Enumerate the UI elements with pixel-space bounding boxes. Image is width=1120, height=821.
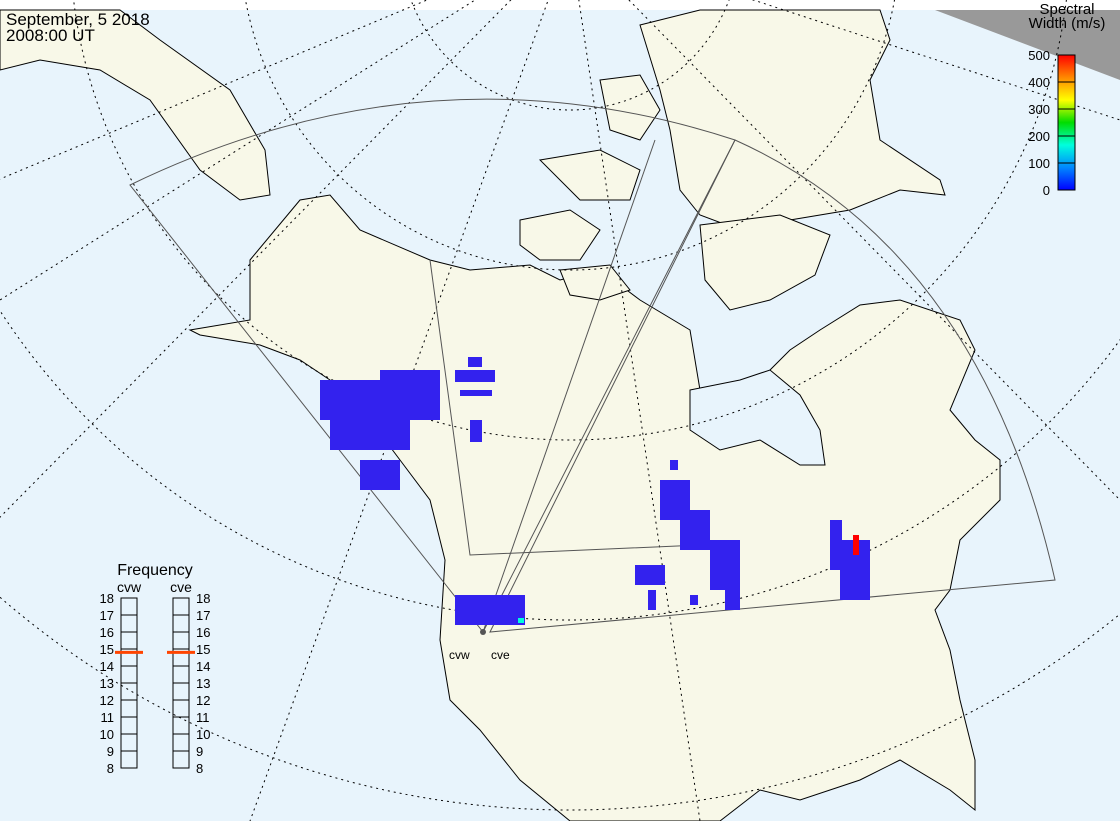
scatter-cell [670, 460, 678, 470]
meridian-line [0, 0, 476, 301]
frequency-tick-label: 10 [100, 727, 114, 742]
frequency-tick-label: 8 [196, 761, 203, 776]
frequency-tick-label: 14 [100, 659, 114, 674]
scatter-cell-high-width [853, 535, 859, 555]
scatter-cell [455, 370, 495, 382]
frequency-tick-label: 11 [196, 710, 210, 725]
scatter-cell [648, 590, 656, 610]
frequency-tick-label: 12 [100, 693, 114, 708]
frequency-tick-label: 12 [196, 693, 210, 708]
meridian-line [0, 0, 429, 180]
baffin-island [699, 214, 831, 311]
radar-label-cve: cve [491, 648, 510, 662]
cve-fov [489, 139, 1056, 633]
freq-radar-cvw: cvw [117, 579, 142, 595]
date-label: September, 5 2018 [6, 10, 150, 29]
cvw-fov [129, 98, 736, 633]
arctic-island-4 [559, 264, 631, 301]
radar-fields-of-view [129, 98, 1056, 633]
scatter-cell [380, 370, 440, 390]
meridian-line [0, 0, 512, 518]
colorbar-tick-label: 0 [1043, 183, 1050, 198]
radar-label-cvw: cvw [449, 648, 470, 662]
scatter-cell [460, 390, 492, 396]
frequency-tick-label: 18 [100, 591, 114, 606]
cvw-fov-inner-edge [482, 139, 656, 633]
colorbar-bar [1057, 54, 1076, 191]
frequency-tick-label: 17 [100, 608, 114, 623]
frequency-tick-label: 14 [196, 659, 210, 674]
scatter-cell [680, 510, 710, 550]
frequency-tick-label: 16 [196, 625, 210, 640]
hudson-bay [689, 369, 826, 466]
colorbar: 500 400 300 200 100 0 [1028, 48, 1076, 198]
frequency-tick-label: 13 [100, 676, 114, 691]
colorbar-tick-label: 300 [1028, 102, 1050, 117]
radar-site-marker [480, 629, 486, 635]
arctic-island-1 [519, 209, 601, 261]
land-masses [0, 9, 1001, 821]
frequency-tick-label: 18 [196, 591, 210, 606]
scatter-cell [390, 440, 400, 450]
frequency-tick-label: 8 [107, 761, 114, 776]
colorbar-tick-label: 500 [1028, 48, 1050, 63]
colorbar-tick-label: 100 [1028, 156, 1050, 171]
top-margin [0, 0, 1120, 10]
greenland [639, 9, 946, 231]
scatter-cell [635, 565, 665, 585]
scatter-cell [360, 460, 400, 490]
arctic-island-3 [599, 74, 661, 141]
frequency-title: Frequency [117, 562, 193, 579]
scatter-cell [725, 580, 740, 610]
siberia [0, 9, 271, 201]
frequency-tick-label: 9 [196, 744, 203, 759]
scatter-cell [455, 595, 525, 625]
latitude-circle [0, 309, 1120, 621]
fov-boundary-line [429, 259, 701, 556]
scatter-cell [468, 357, 482, 367]
frequency-tick-label: 15 [100, 642, 114, 657]
frequency-tick-label: 9 [107, 744, 114, 759]
frequency-panel: 18 18 17 17 16 16 15 15 14 14 13 13 12 12 11 11 10 10 9 9 8 8 [100, 591, 211, 776]
meridian-line [578, 0, 701, 821]
colorbar-tick-label: 200 [1028, 129, 1050, 144]
frequency-tick-label: 10 [196, 727, 210, 742]
meridian-line [628, 0, 1120, 501]
arctic-island-2 [538, 149, 641, 201]
frequency-tick-label: 17 [196, 608, 210, 623]
colorbar-title-2: Width (m/s) [1029, 15, 1106, 32]
meridian-line [751, 0, 1120, 121]
frequency-tick-label: 13 [196, 676, 210, 691]
frequency-tick-label: 16 [100, 625, 114, 640]
scatter-data [320, 357, 870, 625]
time-label: 2008:00 UT [6, 26, 95, 45]
scatter-cell [470, 420, 482, 442]
frequency-tick-label: 11 [101, 710, 115, 725]
freq-radar-cve: cve [170, 579, 192, 595]
colorbar-title-1: Spectral [1039, 1, 1094, 18]
colorbar-tick-label: 400 [1028, 75, 1050, 90]
scatter-cell-medium-width [518, 618, 524, 623]
scatter-cell [690, 595, 698, 605]
frequency-tick-label: 15 [196, 642, 210, 657]
scatter-cell [830, 520, 842, 570]
